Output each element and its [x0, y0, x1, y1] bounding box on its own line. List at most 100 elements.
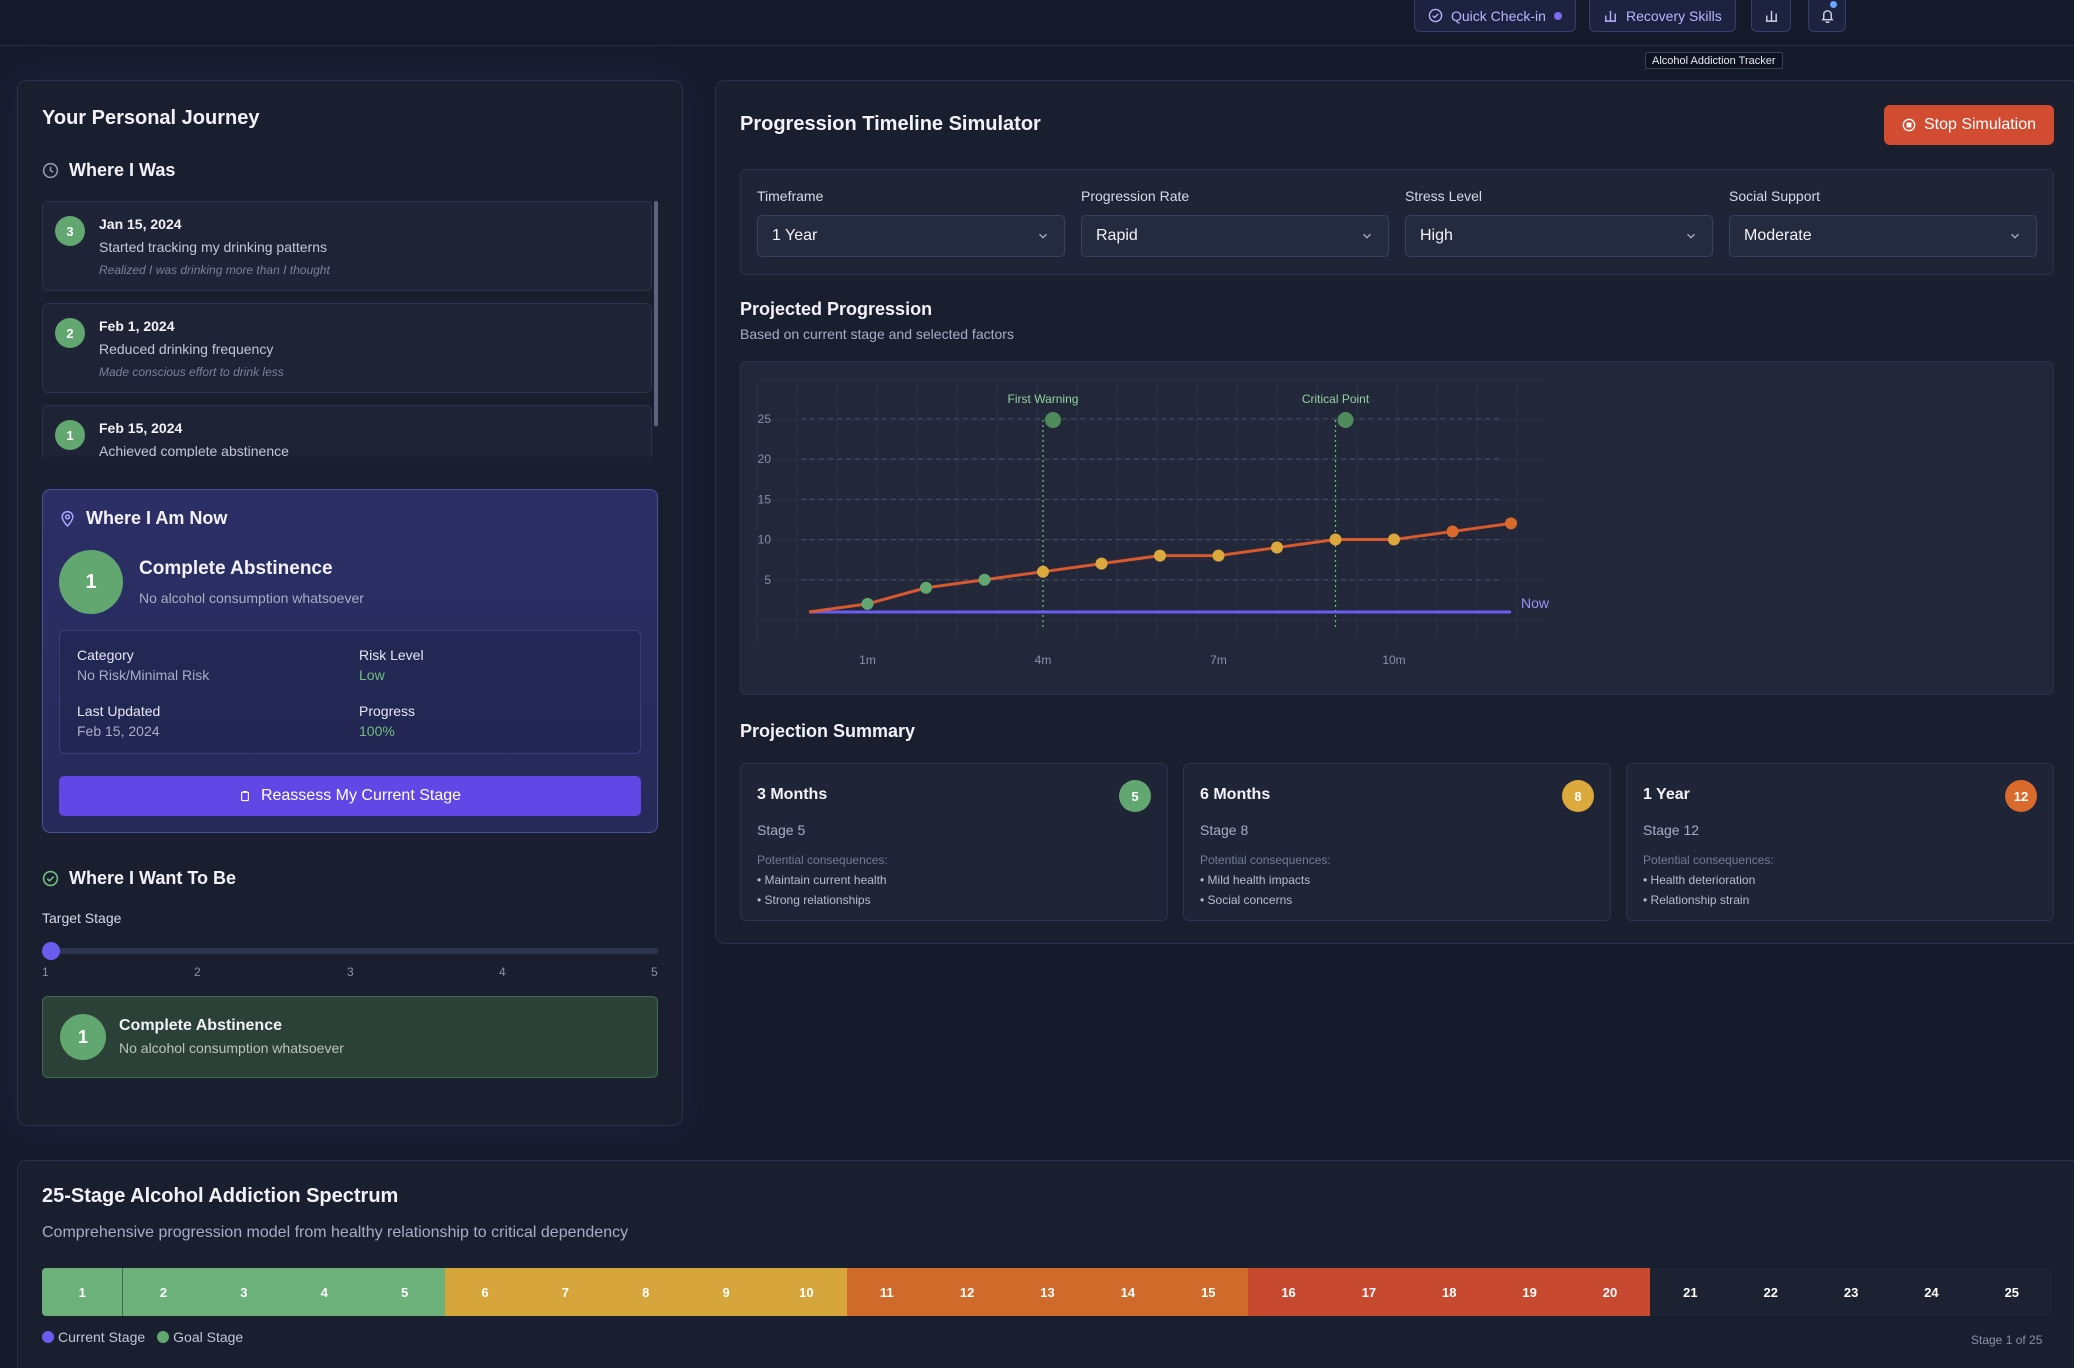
journey-title: Your Personal Journey — [42, 107, 260, 129]
progression-rate-value: Rapid — [1096, 227, 1138, 244]
bar-chart-icon — [1765, 10, 1777, 22]
recovery-skills-label: Recovery Skills — [1626, 7, 1722, 24]
summary-card-title: 6 Months — [1200, 786, 1271, 803]
recovery-skills-button[interactable]: Recovery Skills — [1589, 0, 1736, 32]
stage-segment[interactable]: 10 — [766, 1268, 847, 1316]
stage-segment[interactable]: 6 — [444, 1268, 526, 1316]
chevron-down-icon — [2011, 233, 2019, 239]
check-circle-icon — [42, 870, 59, 887]
stage-segment[interactable]: 11 — [846, 1268, 927, 1316]
risk-label: Risk Level — [359, 647, 424, 663]
slider-thumb[interactable] — [42, 942, 60, 960]
status-dot — [1553, 11, 1562, 20]
stage-segment[interactable]: 21 — [1650, 1268, 1731, 1316]
x-tick-label: 1m — [859, 653, 876, 667]
data-point — [920, 581, 932, 594]
reassess-button[interactable]: Reassess My Current Stage — [59, 776, 641, 816]
history-description: Reduced drinking frequency — [99, 341, 274, 357]
y-tick-label: 20 — [758, 452, 772, 466]
stop-simulation-button[interactable]: Stop Simulation — [1884, 105, 2054, 145]
baseline-label: Now — [1521, 595, 1550, 611]
stats-button[interactable] — [1751, 0, 1791, 32]
slider-tick: 4 — [499, 965, 506, 979]
legend-goal: Goal Stage — [157, 1329, 243, 1345]
stage-segment[interactable]: 24 — [1891, 1268, 1972, 1316]
stress-level-select[interactable]: High — [1405, 215, 1713, 257]
social-support-select[interactable]: Moderate — [1729, 215, 2037, 257]
stage-segment[interactable]: 16 — [1248, 1268, 1329, 1316]
projection-chart-container: 5 10 15 20 25 1m 4m 7m 10m First Warning Critical … — [740, 361, 2054, 695]
x-tick-label: 10m — [1382, 653, 1405, 667]
stage-segment[interactable]: 25 — [1971, 1268, 2052, 1316]
stage-segment[interactable]: 17 — [1328, 1268, 1410, 1316]
summary-title: Projection Summary — [740, 721, 916, 741]
stage-segment[interactable]: 7 — [525, 1268, 606, 1316]
current-stage-dot — [42, 1331, 54, 1343]
data-point — [1212, 549, 1225, 562]
slider-tick: 5 — [651, 965, 658, 979]
x-tick-label: 7m — [1210, 653, 1227, 667]
quick-checkin-button[interactable]: Quick Check-in — [1414, 0, 1576, 32]
progression-rate-select[interactable]: Rapid — [1081, 215, 1389, 257]
current-stage-subtitle: No alcohol consumption whatsoever — [139, 590, 364, 606]
stage-segment[interactable]: 5 — [364, 1268, 445, 1316]
simulator-title: Progression Timeline Simulator — [740, 113, 1041, 135]
category-label: Category — [77, 647, 134, 663]
stage-segment[interactable]: 19 — [1489, 1268, 1570, 1316]
notification-badge — [1830, 1, 1837, 8]
spectrum-title: 25-Stage Alcohol Addiction Spectrum — [42, 1185, 399, 1207]
stage-segment[interactable]: 13 — [1007, 1268, 1088, 1316]
stage-segment[interactable]: 20 — [1569, 1268, 1651, 1316]
timeframe-select[interactable]: 1 Year — [757, 215, 1065, 257]
stop-circle-icon — [1902, 118, 1916, 132]
stage-segment[interactable]: 9 — [685, 1268, 767, 1316]
stage-details: Category No Risk/Minimal Risk Risk Level… — [59, 630, 641, 754]
consequences-label: Potential consequences: — [1643, 853, 1774, 867]
progress-label: Progress — [359, 703, 416, 719]
stage-segment[interactable]: 14 — [1087, 1268, 1169, 1316]
stage-segment[interactable]: 12 — [926, 1268, 1008, 1316]
stage-segment[interactable]: 2 — [123, 1268, 204, 1316]
chevron-down-icon — [1687, 233, 1695, 239]
stage-segment[interactable]: 3 — [203, 1268, 285, 1316]
marker-label: Critical Point — [1302, 392, 1370, 406]
bar-chart-icon — [1604, 10, 1617, 22]
simulator-panel: Progression Timeline Simulator Stop Simu… — [715, 80, 2074, 944]
target-stage-slider[interactable] — [42, 948, 658, 954]
series-line — [808, 521, 1512, 614]
data-point — [1505, 517, 1517, 530]
history-item: 2 Feb 1, 2024 Reduced drinking frequency… — [42, 303, 652, 393]
history-description: Started tracking my drinking patterns — [99, 239, 327, 255]
where-i-am-now-heading: Where I Am Now — [59, 508, 227, 529]
stage-segment[interactable]: 4 — [284, 1268, 365, 1316]
stage-segment[interactable]: 23 — [1810, 1268, 1892, 1316]
history-date: Feb 1, 2024 — [99, 318, 175, 334]
consequence-item: • Strong relationships — [757, 893, 871, 907]
goal-stage-subtitle: No alcohol consumption whatsoever — [119, 1040, 344, 1056]
history-list[interactable]: 3 Jan 15, 2024 Started tracking my drink… — [42, 201, 662, 457]
summary-stage-badge: 5 — [1119, 780, 1151, 812]
stage-segment[interactable]: 15 — [1168, 1268, 1249, 1316]
history-scrollbar[interactable] — [654, 201, 658, 427]
slider-tick: 3 — [347, 965, 354, 979]
scrollbar-thumb[interactable] — [654, 201, 658, 426]
history-date: Feb 15, 2024 — [99, 420, 183, 436]
legend-current: Current Stage — [42, 1329, 145, 1345]
notifications-button[interactable] — [1808, 0, 1846, 32]
marker-dot — [1045, 412, 1061, 428]
stop-simulation-label: Stop Simulation — [1923, 116, 2037, 133]
stage-segment[interactable]: 22 — [1730, 1268, 1811, 1316]
progress-value: 100% — [359, 723, 395, 739]
slider-tick: 1 — [42, 965, 49, 979]
summary-card-title: 1 Year — [1643, 786, 1690, 803]
stress-level-value: High — [1420, 227, 1453, 244]
summary-card-title: 3 Months — [757, 786, 828, 803]
where-i-was-label: Where I Was — [69, 160, 176, 180]
stage-segment[interactable]: 18 — [1409, 1268, 1490, 1316]
history-description: Achieved complete abstinence — [99, 443, 289, 457]
spectrum-subtitle: Comprehensive progression model from hea… — [42, 1224, 629, 1241]
stage-segment[interactable]: 1 — [42, 1268, 124, 1316]
stage-spectrum-bar: 1 2 3 4 5 6 7 8 9 10 11 12 13 14 15 16 17 18 19 20 21 22 23 24 2… — [42, 1268, 2052, 1316]
stage-segment[interactable]: 8 — [605, 1268, 686, 1316]
history-date: Jan 15, 2024 — [99, 216, 182, 232]
